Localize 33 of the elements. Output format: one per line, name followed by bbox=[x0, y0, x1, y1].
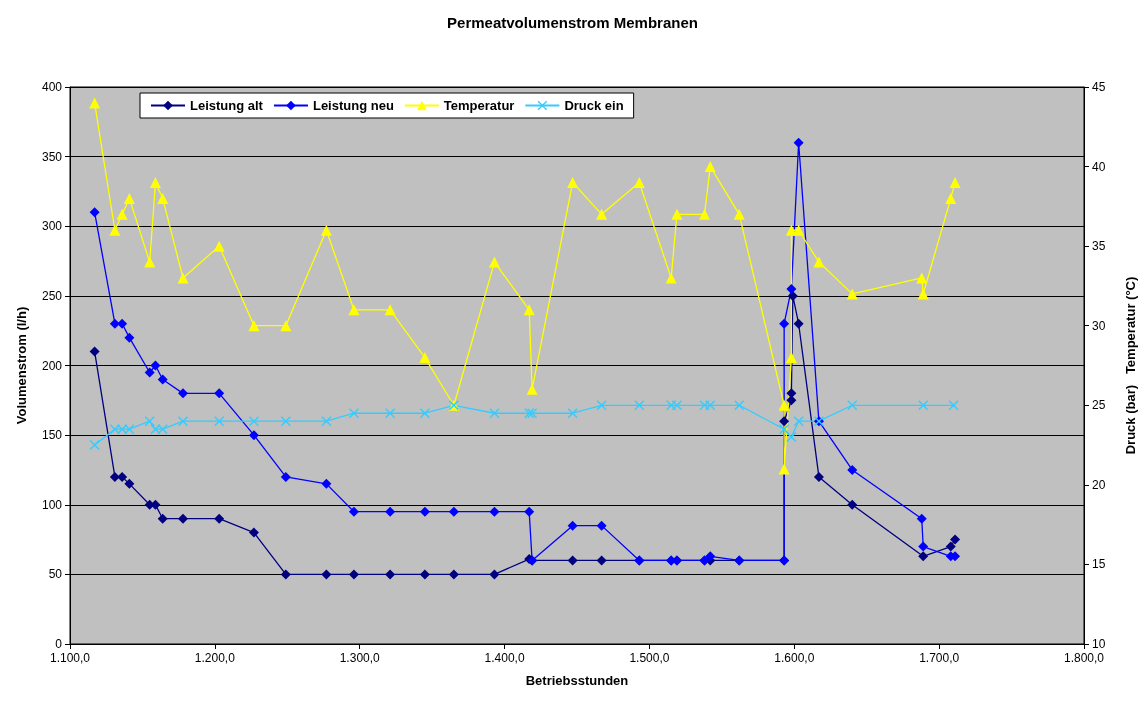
y-tick-label: 400 bbox=[41, 80, 63, 94]
y-axis-title: Volumenstrom (l/h) bbox=[14, 306, 29, 425]
chart-title: Permeatvolumenstrom Membranen bbox=[447, 14, 698, 31]
x-tick-label: 1.600,0 bbox=[774, 651, 815, 665]
y2-tick-label: 15 bbox=[1092, 557, 1106, 572]
y-tick-label: 300 bbox=[41, 219, 63, 234]
y-tick-label: 200 bbox=[41, 358, 63, 373]
y-tick-label: 50 bbox=[48, 567, 63, 582]
x-tick-label: 1.400,0 bbox=[484, 651, 525, 665]
y2-tick-label: 30 bbox=[1092, 318, 1106, 333]
x-tick-label: 1.500,0 bbox=[629, 651, 670, 665]
legend-label: Leistung neu bbox=[312, 98, 394, 113]
y-tick-label: 250 bbox=[41, 288, 63, 303]
x-tick-label: 1.800,0 bbox=[1063, 651, 1105, 665]
y2-tick-label: 20 bbox=[1092, 477, 1106, 492]
legend-label: Temperatur bbox=[443, 98, 515, 113]
y2-tick-label: 10 bbox=[1092, 637, 1106, 651]
legend-label: Druck ein bbox=[564, 98, 624, 113]
x-tick-label: 1.100,0 bbox=[49, 651, 91, 665]
y2-tick-label: 40 bbox=[1092, 159, 1106, 174]
x-tick-label: 1.200,0 bbox=[194, 651, 236, 665]
y2-tick-label: 25 bbox=[1092, 398, 1106, 413]
x-axis-title: Betriebsstunden bbox=[525, 673, 629, 688]
y-tick-label: 100 bbox=[41, 497, 63, 512]
y2-tick-label: 35 bbox=[1092, 239, 1106, 254]
y-tick-label: 350 bbox=[41, 149, 63, 164]
x-tick-label: 1.300,0 bbox=[339, 651, 381, 665]
y2-tick-label: 45 bbox=[1092, 80, 1106, 94]
y2-axis-title: Druck (bar) Temperatur (°C) bbox=[1123, 276, 1138, 455]
legend-label: Leistung alt bbox=[190, 98, 264, 113]
y-tick-label: 150 bbox=[41, 428, 63, 443]
x-tick-label: 1.700,0 bbox=[919, 651, 960, 665]
y-tick-label: 0 bbox=[55, 637, 63, 651]
